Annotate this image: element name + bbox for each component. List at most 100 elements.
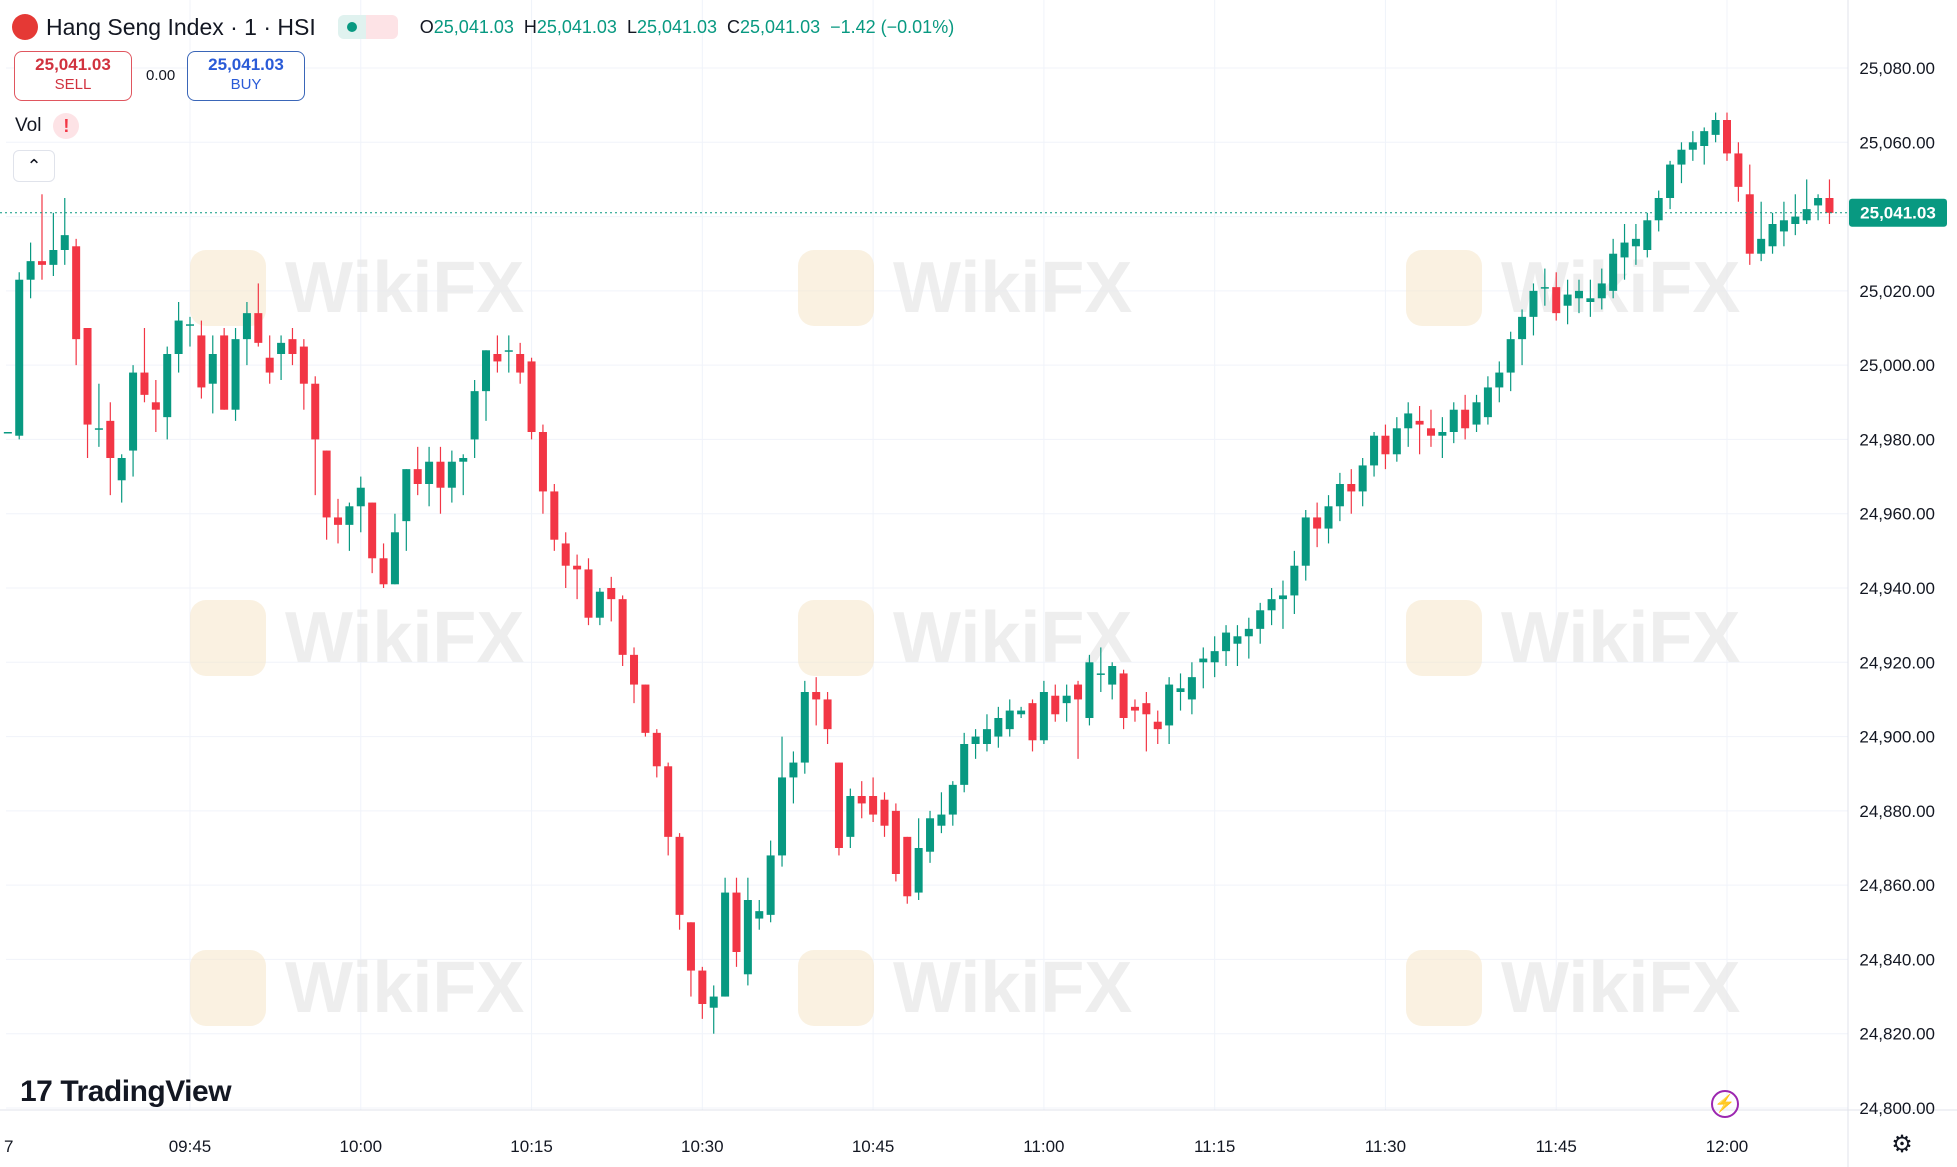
candle-body [345,506,354,525]
candle-body [1233,636,1242,644]
candle-body [1404,413,1413,429]
chevron-up-icon: ⌃ [26,155,42,176]
candle-body [1347,484,1356,492]
candle-body [1176,688,1185,692]
collapse-legend-button[interactable]: ⌃ [13,150,55,182]
buy-button[interactable]: 25,041.03 BUY [187,51,305,101]
candle-body [1472,402,1481,425]
candle-body [322,450,331,518]
price-tick-label: 24,820.00 [1859,1025,1935,1044]
candle-body [982,729,991,744]
gear-icon[interactable]: ⚙ [1891,1130,1913,1158]
tradingview-logo[interactable]: 17 TradingView [20,1075,232,1109]
candle-body [1210,651,1219,663]
candle-body [1222,632,1231,652]
candle-body [482,350,491,392]
candle-body [550,491,559,540]
wikifx-watermark-icon [1406,250,1482,326]
time-axis[interactable]: 7 09:45 10:00 10:15 10:30 10:45 11:00 11:15 11:3… [4,1137,1748,1156]
wikifx-watermark-text: WikiFX [893,948,1132,1028]
symbol-legend[interactable]: Hang Seng Index · 1 · HSI O 25,041.03 H 25,… [12,10,964,44]
candle-body [778,777,787,856]
candle-body [470,391,479,440]
wikifx-watermark-text: WikiFX [285,948,524,1028]
candle-body [1506,339,1515,373]
candle-body [584,569,593,618]
candle-body [1085,662,1094,718]
candle-body [1392,428,1401,455]
candle-body [117,458,126,481]
candle-body [812,692,821,700]
candle-body [1700,131,1709,146]
candle-body [1165,684,1174,726]
volume-legend[interactable]: Vol ! [15,113,80,139]
candle-body [1301,517,1310,566]
candle-body [37,261,46,265]
candle-body [709,996,718,1008]
ohlc-values: O 25,041.03 H 25,041.03 L 25,041.03 C 25,041.03… [420,17,964,38]
tradingview-mark-icon: 17 [20,1075,53,1108]
wikifx-watermark-text: WikiFX [1501,948,1740,1028]
candle-body [1814,198,1823,206]
symbol-title[interactable]: Hang Seng Index · 1 · HSI [46,13,316,40]
candle-body [1267,599,1276,611]
candle-body [379,558,388,585]
candle-body [129,372,138,451]
price-tick-label: 24,940.00 [1859,579,1935,598]
candle-body [1518,316,1527,340]
last-price-label: 25,041.03 [1860,204,1936,223]
candle-body [174,320,183,354]
candle-body [869,796,878,815]
time-tick-label: 10:15 [510,1137,553,1156]
candle-body [675,836,684,915]
candle-body [197,335,206,388]
candle-body [630,654,639,685]
candle-body [436,461,445,488]
bolt-icon[interactable]: ⚡ [1711,1090,1739,1118]
candle-body [960,744,969,785]
wikifx-watermark-icon [190,950,266,1026]
candle-body [356,487,365,507]
candle-body [800,692,809,763]
candle-body [880,799,889,826]
sell-price: 25,041.03 [35,55,111,74]
sell-button[interactable]: 25,041.03 SELL [14,51,132,101]
wikifx-watermark-text: WikiFX [285,598,524,678]
candle-body [1438,432,1447,436]
ohlc-value-h: 25,041.03 [536,16,617,37]
market-status-pill[interactable] [337,15,398,39]
candle-body [413,469,422,484]
warning-icon[interactable]: ! [53,113,80,139]
candle-body [1461,409,1470,429]
candle-body [1074,684,1083,700]
candle-body [1723,120,1731,154]
candle-body [390,532,399,585]
candle-body [1130,706,1139,711]
price-tick-label: 24,920.00 [1859,653,1935,672]
candle-body [538,432,547,492]
candle-body [1495,372,1504,388]
ohlc-value-o: 25,041.03 [433,16,514,37]
candle-body [1290,565,1299,596]
candle-body [971,736,980,744]
candle-body [1335,484,1344,507]
candle-body [277,342,286,354]
candle-body [1028,703,1037,741]
price-tick-label: 24,960.00 [1859,505,1935,524]
tradingview-wordmark: TradingView [60,1075,232,1108]
candle-body [94,428,103,430]
candle-body [1711,120,1720,135]
vol-label: Vol [15,115,42,136]
candle-body [1062,695,1071,704]
candle-body [1620,242,1629,258]
candle-body [937,814,946,826]
candle-body [49,250,58,265]
candle-body [1552,287,1561,314]
candle-body [994,718,1003,737]
candle-body [1563,294,1572,306]
candle-body [288,339,297,354]
wikifx-watermark-text: WikiFX [893,598,1132,678]
price-tick-label: 24,980.00 [1859,430,1935,449]
price-tick-label: 24,900.00 [1859,728,1935,747]
